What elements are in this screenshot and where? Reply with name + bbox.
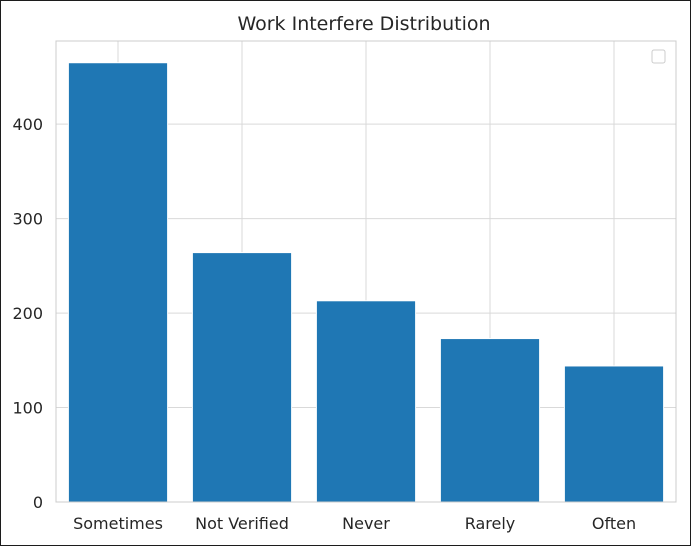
legend-box	[651, 49, 666, 64]
chart-title: Work Interfere Distribution	[237, 13, 490, 35]
y-tick-label: 400	[12, 115, 43, 134]
x-tick-label: Often	[592, 514, 636, 533]
y-tick-label: 100	[12, 399, 43, 418]
y-tick-label: 200	[12, 304, 43, 323]
y-tick-labels: 0 100 200 300 400	[12, 115, 43, 512]
bar-often	[563, 365, 665, 503]
x-tick-label: Not Verified	[195, 514, 289, 533]
y-tick-label: 300	[12, 210, 43, 229]
x-tick-label: Sometimes	[73, 514, 163, 533]
bar-not-verified	[191, 252, 293, 503]
bar-never	[315, 300, 417, 503]
x-tick-label: Never	[342, 514, 390, 533]
bar-rarely	[439, 338, 541, 503]
y-tick-label: 0	[33, 493, 43, 512]
x-tick-label: Rarely	[465, 514, 516, 533]
plot-area-border	[55, 40, 677, 503]
x-tick-labels: Sometimes Not Verified Never Rarely Often	[73, 514, 636, 533]
bar-sometimes	[67, 62, 169, 503]
